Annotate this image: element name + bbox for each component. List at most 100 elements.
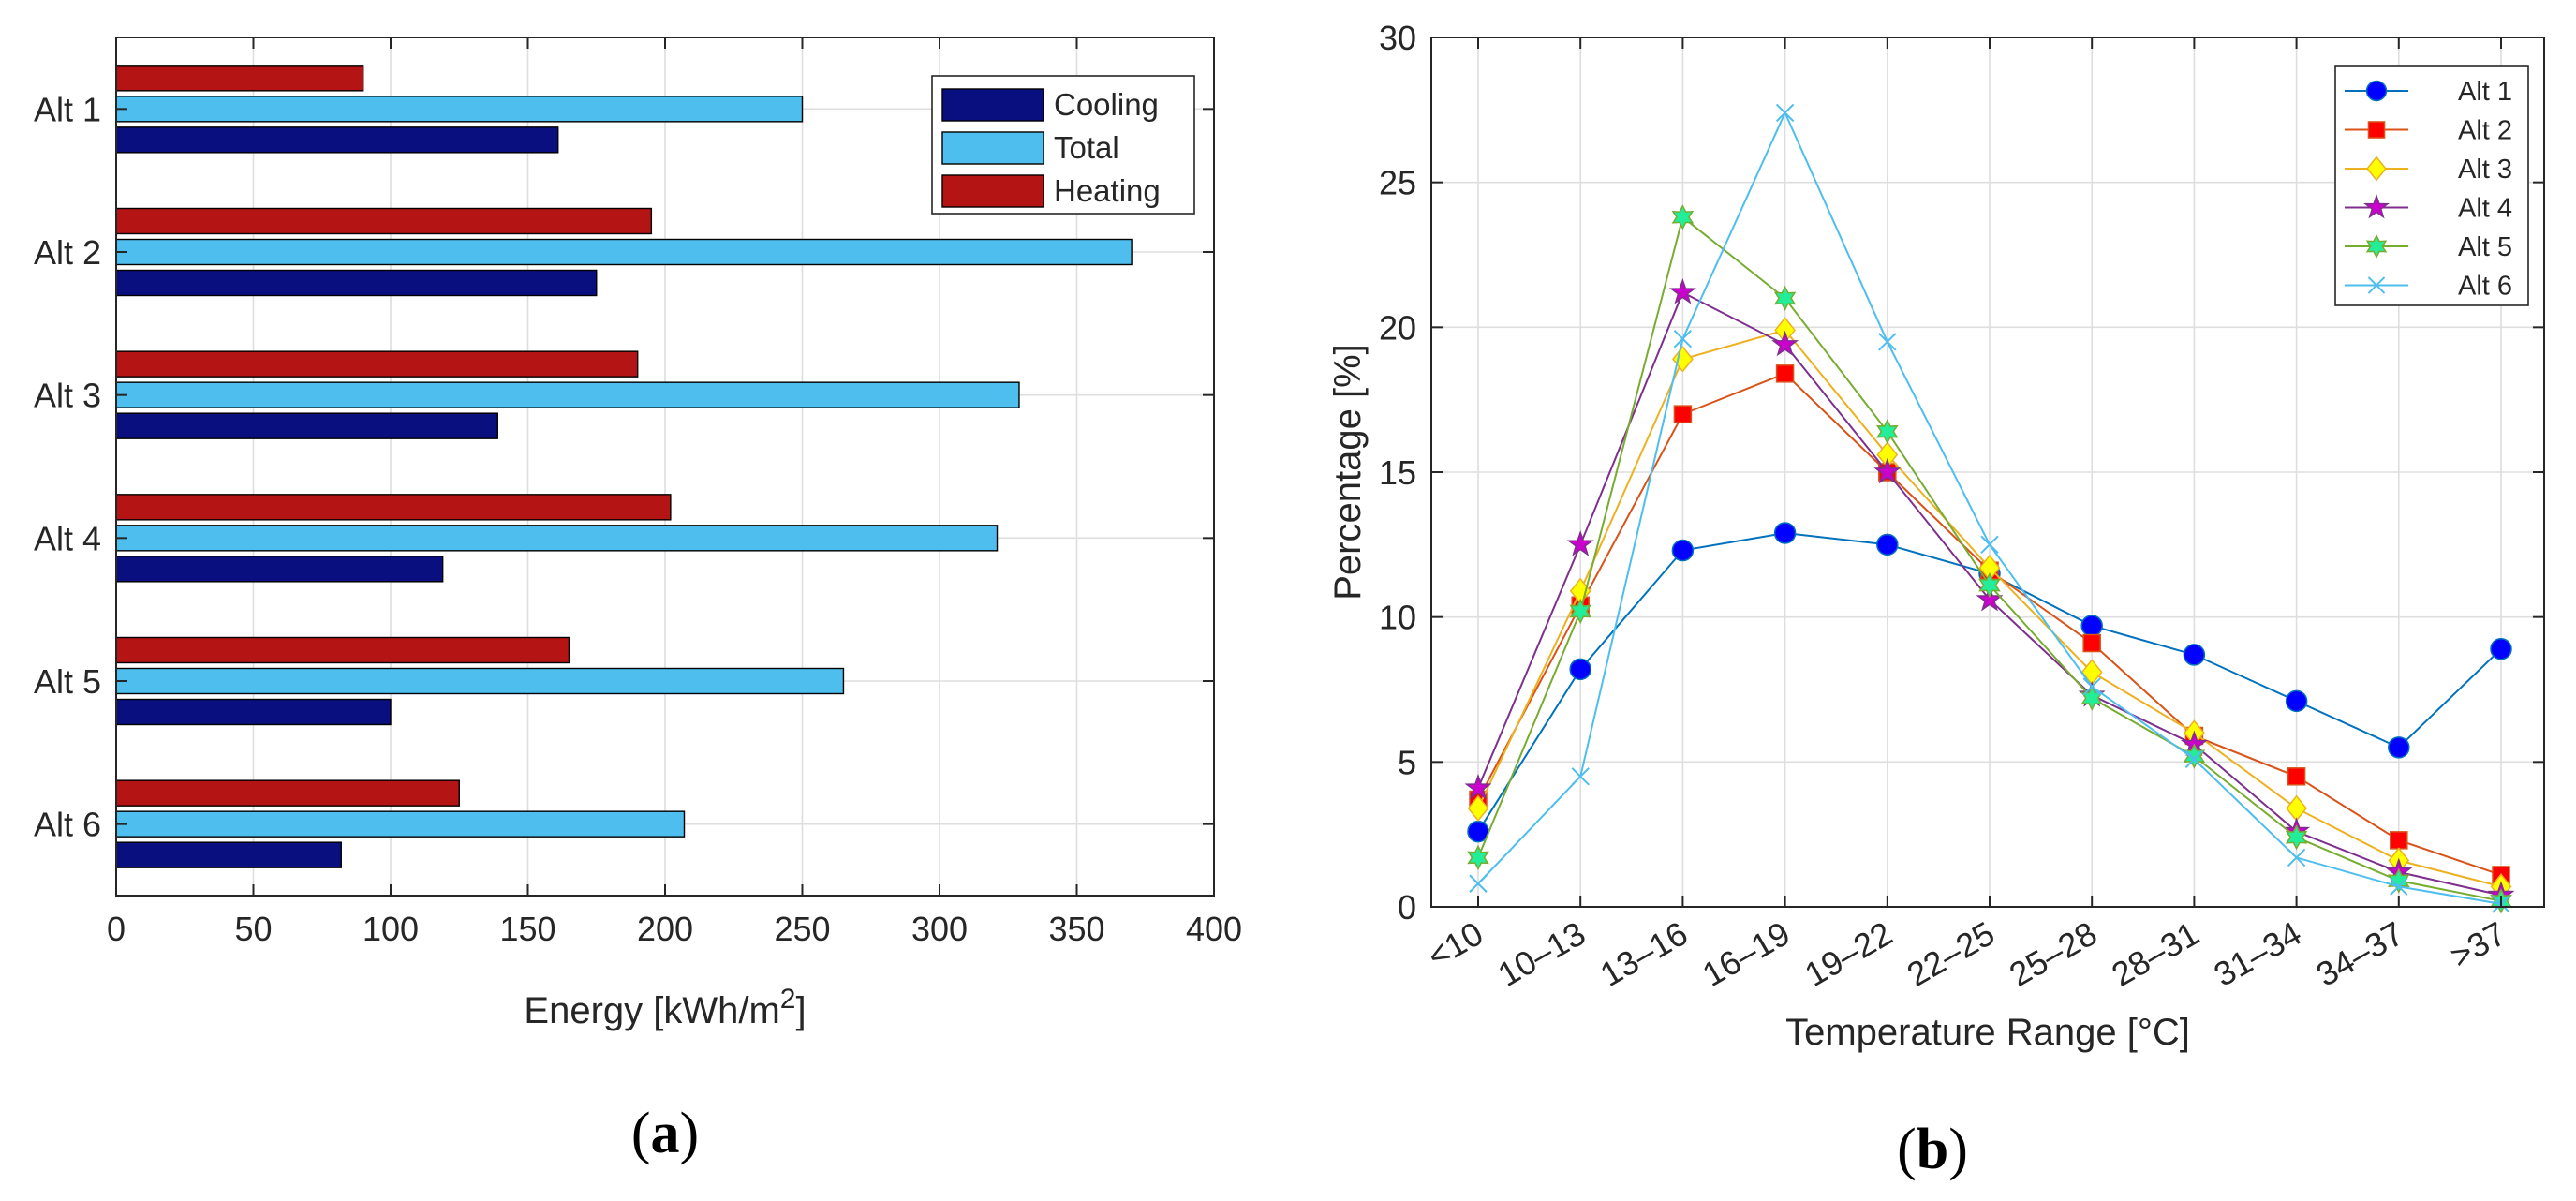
point-alt-6-34-37 — [2390, 877, 2408, 897]
point-alt-5-19-22 — [1875, 419, 1899, 445]
point-alt-6-28-31 — [2184, 749, 2204, 768]
chart-a: 0 50 100 150 200 250 300 350 400 Alt 1 Alt 2 Alt 3 A… — [34, 37, 1242, 1165]
bar-cooling-alt-5 — [115, 698, 392, 726]
chart-b-panel-label: (b) — [1897, 1118, 1968, 1181]
series-alt-5 — [1467, 204, 2512, 914]
point-alt-6-22-25 — [1980, 535, 1999, 555]
point-alt-4-10-13 — [1566, 530, 1594, 556]
point-alt-1-37 — [2490, 637, 2512, 660]
chart-a-xtick-label: 250 — [774, 910, 830, 948]
legend-b-marker-alt-2 — [2367, 121, 2386, 139]
chart-b-xtick-label: 10–13 — [1491, 913, 1591, 994]
point-alt-3-13-16 — [1672, 346, 1694, 373]
bar-total-alt-6 — [115, 810, 686, 838]
bar-total-alt-5 — [115, 667, 845, 695]
legend-b-marker-alt-1 — [2365, 80, 2388, 102]
point-alt-1-28-31 — [2183, 644, 2206, 666]
point-alt-6-10-13 — [1571, 767, 1590, 786]
legend-b-marker-alt-3 — [2366, 156, 2387, 182]
legend-b-label-alt-3: Alt 3 — [2458, 155, 2512, 185]
point-alt-2-31-34 — [2287, 767, 2306, 786]
legend-a-swatch-heating — [941, 174, 1044, 208]
chart-b-xtick-label: >37 — [2444, 913, 2512, 975]
point-alt-5-10 — [1467, 844, 1489, 871]
chart-b-legend: Alt 1 Alt 2 Alt 3 Alt 4 Alt 5 Alt 6 — [2334, 65, 2529, 306]
legend-b-label-alt-4: Alt 4 — [2458, 194, 2512, 224]
legend-a-swatch-cooling — [941, 88, 1044, 122]
chart-b-xtick-label: <10 — [1421, 913, 1489, 975]
point-alt-6-19-22 — [1878, 333, 1897, 351]
bar-total-alt-2 — [115, 238, 1133, 266]
chart-a-legend: Cooling Total Heating — [931, 75, 1195, 215]
chart-a-panel-label: (a) — [631, 1102, 699, 1165]
chart-b-xtick-label: 34–37 — [2310, 913, 2410, 994]
chart-a-xtick-label: 350 — [1048, 910, 1104, 948]
legend-b-label-alt-1: Alt 1 — [2458, 77, 2512, 107]
chart-a-xtick-label: 200 — [637, 910, 693, 948]
point-alt-2-13-16 — [1673, 405, 1693, 423]
legend-b-label-alt-5: Alt 5 — [2458, 232, 2512, 262]
point-alt-6-10 — [1469, 874, 1488, 893]
chart-a-xtick-label: 300 — [911, 910, 968, 948]
chart-a-ytick-label: Alt 6 — [34, 806, 101, 844]
point-alt-6-16-19 — [1775, 103, 1795, 123]
chart-b-ytick-label: 15 — [1379, 453, 1416, 492]
chart-a-xlabel: Energy [kWh/m2] — [524, 984, 806, 1031]
legend-a-label-cooling: Cooling — [1054, 87, 1159, 122]
bar-cooling-alt-4 — [115, 556, 444, 583]
point-alt-5-28-31 — [2183, 743, 2206, 769]
chart-a-xtick-label: 0 — [107, 910, 126, 948]
point-alt-4-13-16 — [1668, 277, 1696, 304]
bar-cooling-alt-3 — [115, 412, 498, 439]
chart-b-ytick-label: 30 — [1379, 19, 1416, 57]
point-alt-5-16-19 — [1773, 285, 1797, 312]
chart-b-ytick-label: 20 — [1379, 308, 1416, 347]
bar-total-alt-1 — [115, 96, 804, 123]
chart-b-xtick-label: 16–19 — [1695, 913, 1796, 994]
point-alt-5-34-37 — [2387, 867, 2410, 894]
point-alt-5-13-16 — [1671, 204, 1695, 230]
chart-b-xtick-label: 28–31 — [2105, 913, 2205, 994]
chart-b-xlabel: Temperature Range [°C] — [1785, 1012, 2190, 1053]
point-alt-4-16-19 — [1771, 330, 1799, 357]
point-alt-1-10-13 — [1569, 658, 1591, 681]
chart-a-ticks: 0 50 100 150 200 250 300 350 400 Alt 1 Alt 2 Alt 3 A… — [34, 37, 1242, 948]
point-alt-1-34-37 — [2388, 736, 2410, 759]
legend-b-marker-alt-4 — [2363, 193, 2390, 219]
point-alt-4-10 — [1464, 773, 1492, 800]
point-alt-3-10 — [1467, 794, 1489, 823]
chart-a-xtick-label: 400 — [1186, 910, 1242, 948]
chart-a-xtick-label: 100 — [363, 910, 419, 948]
point-alt-4-19-22 — [1873, 457, 1902, 484]
point-alt-1-13-16 — [1671, 539, 1695, 562]
series-alt-1 — [1467, 522, 2512, 843]
legend-b-marker-alt-5 — [2365, 233, 2388, 259]
point-alt-5-22-25 — [1978, 571, 2001, 599]
point-alt-1-25-28 — [2080, 615, 2103, 637]
point-alt-5-31-34 — [2285, 824, 2308, 851]
legend-a-label-heating: Heating — [1054, 173, 1161, 208]
point-alt-1-16-19 — [1773, 522, 1797, 544]
point-alt-6-31-34 — [2287, 848, 2306, 867]
chart-a-bars — [115, 65, 1133, 868]
point-alt-1-19-22 — [1876, 533, 1899, 556]
bar-heating-alt-2 — [115, 207, 653, 235]
chart-b-ytick-label: 10 — [1379, 599, 1416, 637]
point-alt-2-34-37 — [2390, 831, 2408, 850]
chart-b-xtick-label: 19–22 — [1799, 913, 1899, 994]
legend-b-marker-alt-6 — [2367, 276, 2386, 294]
bar-heating-alt-4 — [115, 494, 672, 521]
point-alt-5-10-13 — [1569, 598, 1592, 625]
bar-heating-alt-3 — [115, 350, 639, 378]
legend-b-label-alt-6: Alt 6 — [2458, 272, 2512, 302]
chart-b-legend-box — [2334, 65, 2529, 306]
bar-heating-alt-1 — [115, 65, 364, 92]
chart-b-ylabel: Percentage [%] — [1327, 344, 1369, 600]
chart-b-ytick-label: 0 — [1398, 888, 1416, 927]
chart-b-lines — [1464, 103, 2515, 914]
point-alt-1-31-34 — [2285, 689, 2308, 713]
chart-a-ytick-label: Alt 3 — [34, 377, 101, 415]
chart-b-ytick-label: 25 — [1379, 164, 1416, 202]
bar-total-alt-3 — [115, 381, 1020, 408]
